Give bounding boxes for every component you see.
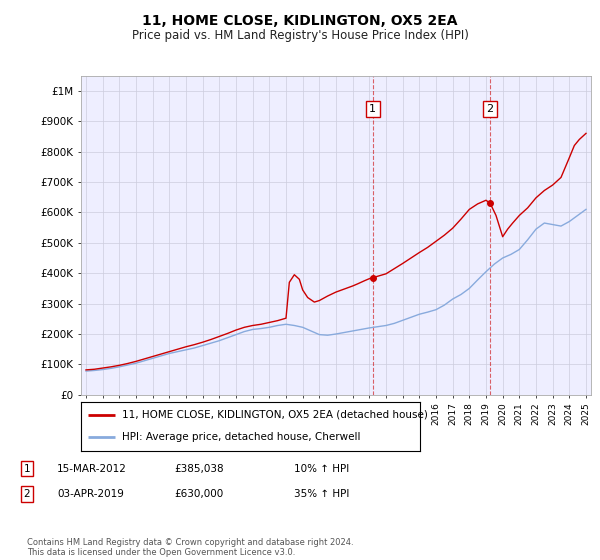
Text: 2: 2: [23, 489, 31, 499]
Text: £385,038: £385,038: [174, 464, 224, 474]
Text: Price paid vs. HM Land Registry's House Price Index (HPI): Price paid vs. HM Land Registry's House …: [131, 29, 469, 42]
Text: 2: 2: [487, 104, 494, 114]
Text: £630,000: £630,000: [174, 489, 223, 499]
Text: 11, HOME CLOSE, KIDLINGTON, OX5 2EA (detached house): 11, HOME CLOSE, KIDLINGTON, OX5 2EA (det…: [122, 410, 428, 420]
Text: 1: 1: [369, 104, 376, 114]
Text: 03-APR-2019: 03-APR-2019: [57, 489, 124, 499]
Text: HPI: Average price, detached house, Cherwell: HPI: Average price, detached house, Cher…: [122, 432, 360, 442]
Text: 35% ↑ HPI: 35% ↑ HPI: [294, 489, 349, 499]
Text: 10% ↑ HPI: 10% ↑ HPI: [294, 464, 349, 474]
Text: 15-MAR-2012: 15-MAR-2012: [57, 464, 127, 474]
Text: 1: 1: [23, 464, 31, 474]
Text: Contains HM Land Registry data © Crown copyright and database right 2024.
This d: Contains HM Land Registry data © Crown c…: [27, 538, 353, 557]
Text: 11, HOME CLOSE, KIDLINGTON, OX5 2EA: 11, HOME CLOSE, KIDLINGTON, OX5 2EA: [142, 14, 458, 28]
